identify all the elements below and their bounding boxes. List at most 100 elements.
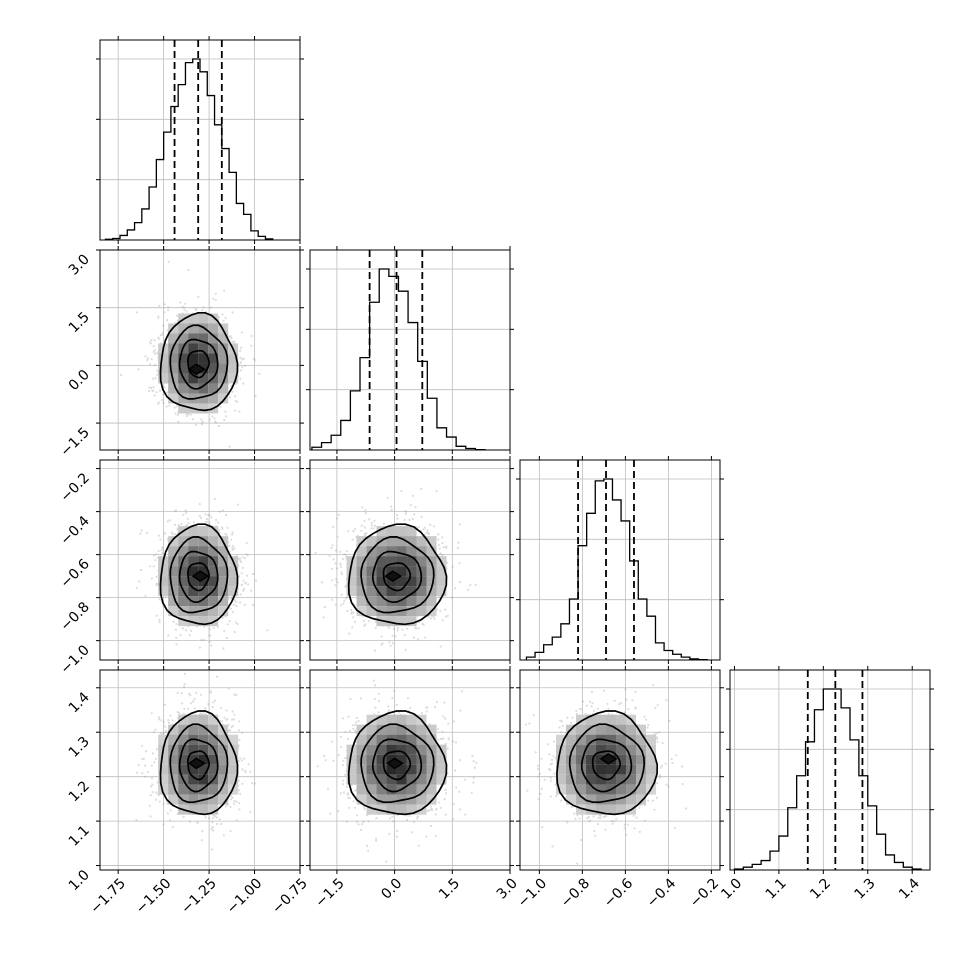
density-cell: [396, 616, 407, 627]
density-cell: [376, 714, 387, 725]
density-cell: [416, 794, 427, 805]
density-cell: [556, 784, 567, 795]
density-cell: [208, 794, 219, 805]
pair-panel-4-3: [516, 666, 724, 874]
panel-frame: [309, 459, 511, 661]
density-cell: [586, 804, 597, 815]
density-cell: [198, 764, 209, 775]
density-cell: [576, 734, 587, 745]
density-cell: [386, 764, 397, 775]
density-cell: [396, 714, 407, 725]
density-cell: [576, 774, 587, 785]
density-cell: [168, 363, 179, 374]
density-cell: [386, 794, 397, 805]
density-cell: [198, 313, 209, 324]
density-cell: [406, 616, 417, 627]
density-cell: [416, 784, 427, 795]
density-cell: [396, 774, 407, 785]
density-cell: [188, 804, 199, 815]
density-cell: [616, 774, 627, 785]
density-cell: [406, 586, 417, 597]
density-cell: [346, 566, 357, 577]
density-cell: [168, 383, 179, 394]
peak-contour: [191, 570, 210, 583]
peak-contour: [384, 570, 403, 583]
density-cell: [158, 734, 169, 745]
density-cell: [586, 744, 597, 755]
y-tick-label: −0.8: [57, 599, 92, 634]
density-cell: [376, 804, 387, 815]
density-cell: [188, 373, 199, 384]
density-cell: [356, 774, 367, 785]
density-cell: [346, 774, 357, 785]
density-cell: [406, 526, 417, 537]
density-cell: [218, 353, 229, 364]
density-cell: [188, 774, 199, 785]
density-cell: [376, 724, 387, 735]
density-cell: [198, 596, 209, 607]
density-cell: [356, 556, 367, 567]
y-tick-label: −0.2: [57, 470, 92, 505]
density-cell: [406, 576, 417, 587]
contour-4: [187, 349, 210, 379]
peak-contour: [599, 752, 618, 765]
density-cell: [356, 784, 367, 795]
peak-contour: [188, 363, 206, 376]
x-tick-label: 1.5: [436, 876, 463, 903]
density-cell: [636, 794, 647, 805]
density-cell: [228, 566, 239, 577]
density-cell: [436, 586, 447, 597]
density-cell: [218, 343, 229, 354]
density-cell: [218, 373, 229, 384]
density-cell: [406, 794, 417, 805]
density-cell: [218, 393, 229, 404]
density-cell: [386, 616, 397, 627]
density-cell: [406, 774, 417, 785]
density-cell: [198, 616, 209, 627]
x-tick-label: 0.0: [378, 876, 405, 903]
x-tick-label: −0.2: [687, 876, 722, 911]
density-cell: [198, 373, 209, 384]
density-cell: [556, 764, 567, 775]
density-cell: [596, 784, 607, 795]
density-cell: [376, 784, 387, 795]
contour-3: [178, 550, 219, 604]
density-cell: [416, 536, 427, 547]
x-tick-label: 1.3: [852, 876, 879, 903]
density-cell: [208, 383, 219, 394]
density-cell: [198, 744, 209, 755]
density-cell: [158, 353, 169, 364]
density-cell: [396, 586, 407, 597]
density-cell: [596, 724, 607, 735]
density-cell: [376, 774, 387, 785]
density-cell: [416, 724, 427, 735]
density-cell: [198, 774, 209, 785]
density-cell: [406, 754, 417, 765]
density-cell: [396, 724, 407, 735]
density-cell: [606, 734, 617, 745]
density-cell: [356, 606, 367, 617]
density-cell: [556, 774, 567, 785]
density-cell: [228, 734, 239, 745]
density-cell: [178, 363, 189, 374]
contour-3: [178, 738, 219, 793]
contour-4: [382, 750, 412, 781]
density-cell: [396, 596, 407, 607]
density-cell: [228, 764, 239, 775]
density-cell: [596, 794, 607, 805]
density-cell: [416, 606, 427, 617]
density-cell: [436, 754, 447, 765]
density-cell: [586, 724, 597, 735]
panel-frame: [519, 669, 721, 871]
density-cell: [168, 606, 179, 617]
hist-panel-1: [96, 36, 304, 244]
density-cell: [178, 313, 189, 324]
y-tick-label: 1.0: [66, 867, 93, 894]
x-tick-label: −1.50: [133, 876, 175, 918]
y-tick-label: 1.4: [66, 689, 93, 716]
density-cell: [198, 323, 209, 334]
density-cell: [218, 383, 229, 394]
contour-3: [178, 338, 219, 390]
density-cell: [576, 754, 587, 765]
density-cell: [158, 764, 169, 775]
